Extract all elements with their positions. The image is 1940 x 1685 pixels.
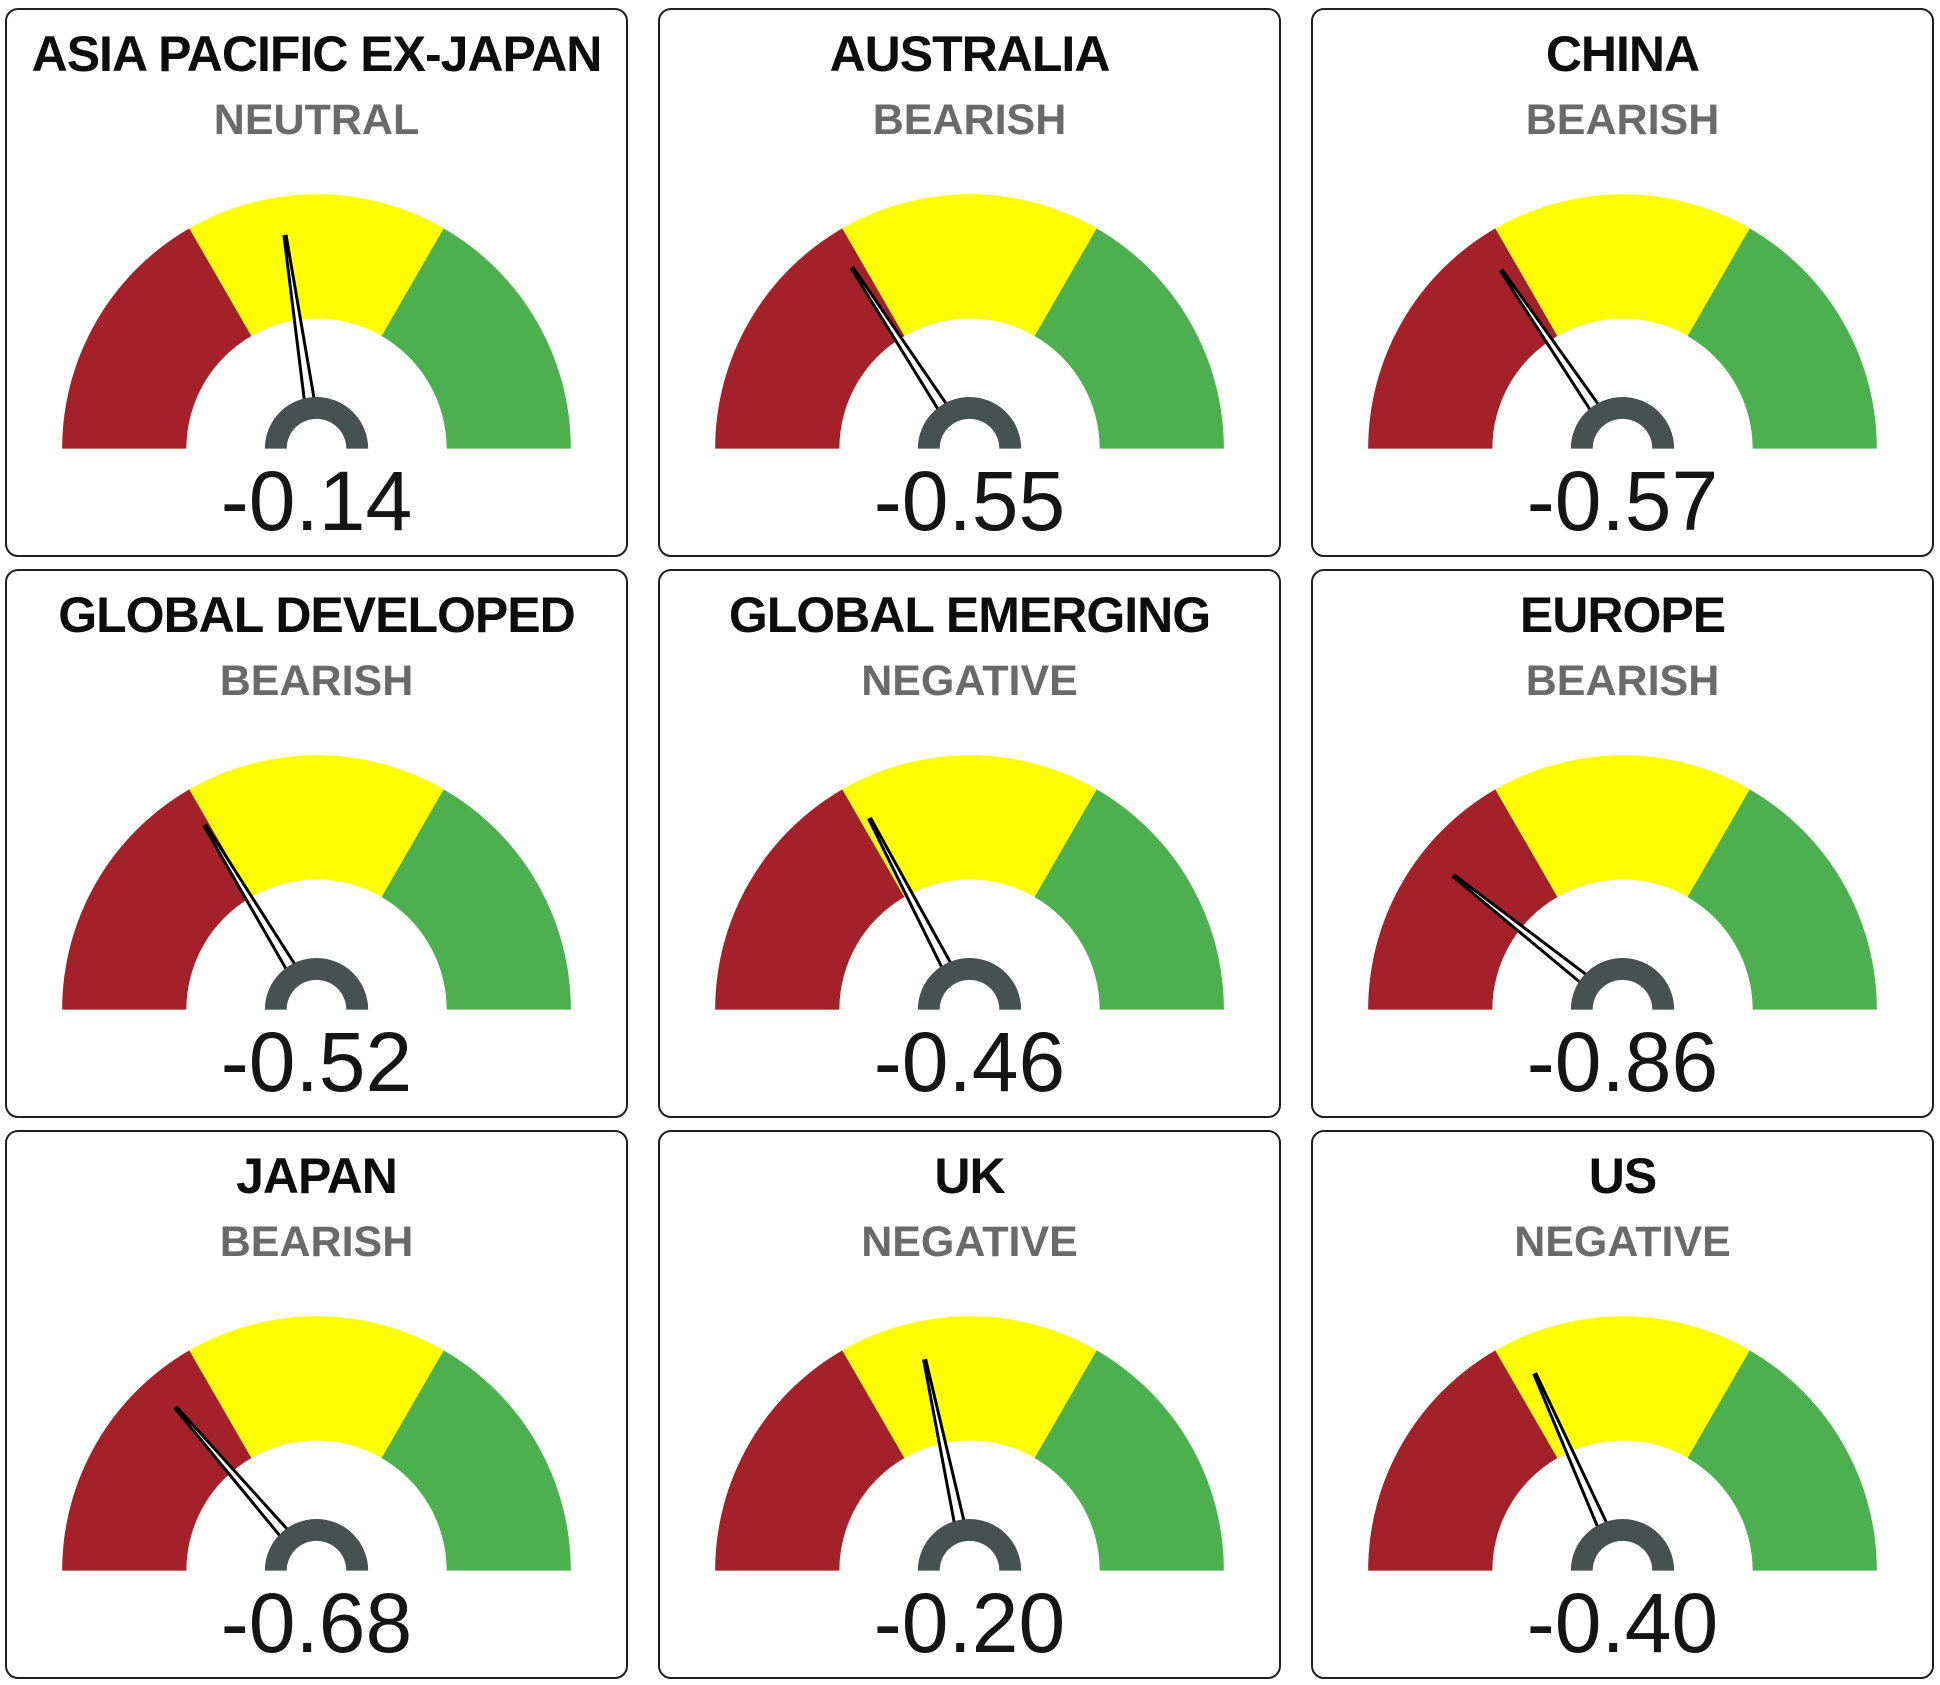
gauge-title: GLOBAL DEVELOPED (58, 587, 575, 643)
gauge-band-green (1034, 228, 1224, 449)
gauge-card-us: US NEGATIVE -0.40 (1311, 1130, 1934, 1679)
gauge-dial (62, 194, 571, 449)
gauge-dial (715, 755, 1224, 1010)
gauge-card-global-emerging: GLOBAL EMERGING NEGATIVE -0.46 (658, 569, 1281, 1118)
gauge-band-red (62, 1350, 252, 1571)
gauge-pivot (917, 396, 1022, 449)
gauge-title: UK (934, 1148, 1005, 1204)
gauge-band-green (1687, 1350, 1877, 1571)
gauge-dial (1368, 755, 1877, 1010)
gauge-status-label: NEGATIVE (861, 657, 1078, 705)
gauge-title: US (1588, 1148, 1657, 1204)
gauge-band-green (381, 228, 571, 449)
gauge-dial (715, 1316, 1224, 1571)
gauge-band-red (1368, 1350, 1558, 1571)
gauge-dial (1368, 1316, 1877, 1571)
gauge-band-yellow (842, 194, 1097, 336)
gauge-title: ASIA PACIFIC EX-JAPAN (31, 26, 603, 82)
gauge-value: -0.40 (1526, 1576, 1719, 1670)
gauge-pivot (917, 957, 1022, 1010)
gauge-band-yellow (842, 1316, 1097, 1458)
gauge-card-uk: UK NEGATIVE -0.20 (658, 1130, 1281, 1679)
gauge-band-red (62, 228, 252, 449)
gauge-band-green (1034, 789, 1224, 1010)
gauge-pivot (264, 957, 369, 1010)
gauge-band-red (715, 1350, 905, 1571)
gauge-pivot (917, 1518, 1022, 1571)
gauge-dial (62, 755, 571, 1010)
gauge-pivot (264, 1518, 369, 1571)
gauge-card-australia: AUSTRALIA BEARISH -0.55 (658, 8, 1281, 557)
gauge-band-green (1034, 1350, 1224, 1571)
gauge-value: -0.86 (1526, 1015, 1719, 1109)
gauge-value: -0.68 (220, 1576, 413, 1670)
gauge-band-red (1368, 789, 1558, 1010)
gauge-value: -0.57 (1526, 454, 1719, 548)
gauge-pivot (1570, 1518, 1675, 1571)
gauge-status-label: BEARISH (872, 96, 1067, 144)
gauge-dial (62, 1316, 571, 1571)
gauge-title: CHINA (1545, 26, 1700, 82)
gauge-status-label: NEUTRAL (213, 96, 420, 144)
gauge-status-label: NEGATIVE (861, 1218, 1078, 1266)
gauge-value: -0.55 (873, 454, 1066, 548)
gauge-status-label: BEARISH (219, 657, 414, 705)
gauge-band-green (1687, 228, 1877, 449)
gauge-dial (715, 194, 1224, 449)
gauge-band-green (381, 789, 571, 1010)
gauge-band-yellow (189, 1316, 444, 1458)
gauge-pivot (264, 396, 369, 449)
gauge-card-europe: EUROPE BEARISH -0.86 (1311, 569, 1934, 1118)
gauge-band-green (1687, 789, 1877, 1010)
gauge-band-red (715, 789, 905, 1010)
gauge-card-asia-pacific-ex-japan: ASIA PACIFIC EX-JAPAN NEUTRAL -0.14 (5, 8, 628, 557)
gauge-pivot (1570, 957, 1675, 1010)
gauge-value: -0.20 (873, 1576, 1066, 1670)
gauge-band-yellow (1495, 194, 1750, 336)
gauge-band-yellow (842, 755, 1097, 897)
gauge-band-yellow (1495, 755, 1750, 897)
gauge-status-label: BEARISH (1525, 657, 1720, 705)
gauge-value: -0.14 (220, 454, 413, 548)
gauge-card-japan: JAPAN BEARISH -0.68 (5, 1130, 628, 1679)
gauge-card-china: CHINA BEARISH -0.57 (1311, 8, 1934, 557)
gauge-band-yellow (189, 194, 444, 336)
gauge-title: EUROPE (1519, 587, 1726, 643)
gauge-status-label: BEARISH (1525, 96, 1720, 144)
gauge-title: JAPAN (236, 1148, 398, 1204)
gauge-band-red (715, 228, 905, 449)
gauge-value: -0.52 (220, 1015, 413, 1109)
gauge-card-global-developed: GLOBAL DEVELOPED BEARISH -0.52 (5, 569, 628, 1118)
gauge-band-yellow (189, 755, 444, 897)
gauge-dial (1368, 194, 1877, 449)
gauge-pivot (1570, 396, 1675, 449)
gauge-band-red (62, 789, 252, 1010)
gauge-title: GLOBAL EMERGING (728, 587, 1211, 643)
gauge-status-label: BEARISH (219, 1218, 414, 1266)
gauge-value: -0.46 (873, 1015, 1066, 1109)
gauge-status-label: NEGATIVE (1514, 1218, 1731, 1266)
gauge-title: AUSTRALIA (829, 26, 1111, 82)
gauge-band-green (381, 1350, 571, 1571)
